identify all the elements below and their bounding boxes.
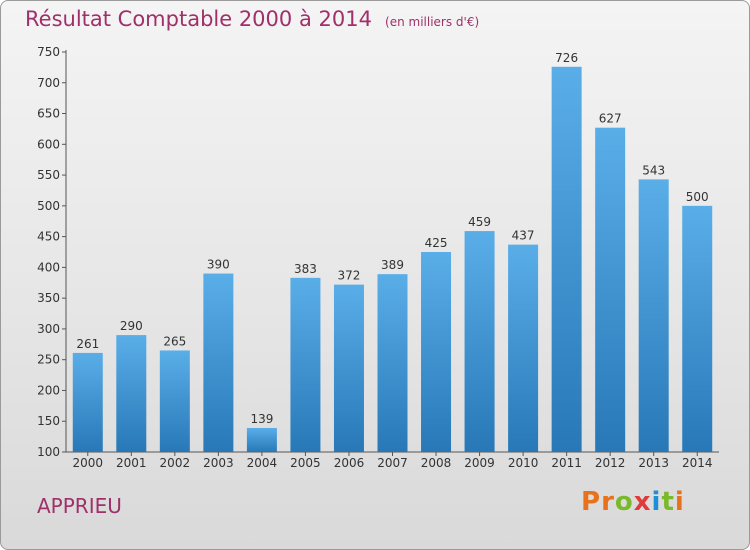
- y-tick-label: 500: [37, 199, 60, 213]
- axes: 100 150 200 250 300 350 400 450 500 550 600 650 700 7…: [37, 45, 719, 459]
- logo-letter: r: [601, 487, 615, 517]
- logo-letter: o: [614, 487, 634, 517]
- y-tick-label: 550: [37, 168, 60, 182]
- x-tick-label: 2009: [464, 456, 495, 470]
- x-tick-label: 2011: [551, 456, 582, 470]
- bar-2012: [595, 127, 626, 452]
- value-label: 543: [642, 163, 665, 177]
- y-tick-label: 700: [37, 76, 60, 90]
- y-tick-label: 600: [37, 137, 60, 151]
- value-label: 261: [76, 337, 99, 351]
- bar-2000: [72, 352, 103, 452]
- y-tick-label: 100: [37, 445, 60, 459]
- bar-2011: [551, 66, 582, 453]
- x-tick-label: 2001: [116, 456, 147, 470]
- value-label: 627: [599, 112, 622, 126]
- value-label: 389: [381, 258, 404, 272]
- y-tick-label: 350: [37, 291, 60, 305]
- x-tick-label: 2003: [203, 456, 234, 470]
- value-label: 390: [207, 258, 230, 272]
- x-tick-label: 2008: [421, 456, 452, 470]
- y-tick-label: 750: [37, 45, 60, 59]
- logo-letter: i: [651, 487, 662, 517]
- proxiti-logo[interactable]: Proxiti: [581, 487, 685, 517]
- logo-letter: x: [633, 487, 652, 517]
- x-tick-label: 2004: [247, 456, 278, 470]
- value-label: 459: [468, 215, 491, 229]
- bar-2005: [290, 277, 321, 452]
- y-tick-label: 150: [37, 414, 60, 428]
- commune-name: APPRIEU: [37, 494, 122, 518]
- x-tick-label: 2012: [595, 456, 626, 470]
- bar-2006: [333, 284, 364, 452]
- y-tick-label: 300: [37, 322, 60, 336]
- y-tick-label: 450: [37, 230, 60, 244]
- value-label: 265: [163, 334, 186, 348]
- y-tick-label: 250: [37, 353, 60, 367]
- bar-2013: [638, 179, 669, 452]
- x-tick-label: 2002: [160, 456, 191, 470]
- value-label: 372: [338, 269, 361, 283]
- y-tick-label: 200: [37, 383, 60, 397]
- x-tick-label: 2013: [638, 456, 669, 470]
- bar-2009: [464, 231, 495, 452]
- bar-2002: [159, 350, 190, 452]
- x-tick-label: 2006: [334, 456, 365, 470]
- bar-2007: [377, 274, 408, 452]
- y-tick-label: 400: [37, 260, 60, 274]
- logo-letter: P: [581, 487, 602, 517]
- labels: 2000 261 2001 290 2002 265 2003 390 2004 139 2005 3…: [72, 51, 712, 470]
- title-row: Résultat Comptable 2000 à 2014 (en milli…: [25, 7, 479, 31]
- logo-letter: i: [674, 487, 685, 517]
- x-tick-label: 2010: [508, 456, 539, 470]
- chart-title: Résultat Comptable 2000 à 2014: [25, 7, 372, 31]
- bar-2014: [682, 205, 713, 452]
- bars: [72, 66, 713, 453]
- bar-2010: [508, 244, 539, 452]
- value-label: 383: [294, 262, 317, 276]
- y-tick-label: 650: [37, 107, 60, 121]
- value-label: 726: [555, 51, 578, 65]
- bar-2008: [421, 252, 452, 452]
- value-label: 139: [250, 412, 273, 426]
- bar-2004: [246, 428, 277, 452]
- chart-subtitle: (en milliers d'€): [385, 15, 480, 29]
- bar-2001: [116, 335, 147, 452]
- x-tick-label: 2005: [290, 456, 321, 470]
- value-label: 290: [120, 319, 143, 333]
- value-label: 437: [512, 229, 535, 243]
- bar-2003: [203, 273, 234, 452]
- value-label: 500: [686, 190, 709, 204]
- x-tick-label: 2000: [72, 456, 103, 470]
- x-tick-label: 2007: [377, 456, 408, 470]
- value-label: 425: [425, 236, 448, 250]
- logo-letter: t: [661, 487, 675, 517]
- x-tick-label: 2014: [682, 456, 713, 470]
